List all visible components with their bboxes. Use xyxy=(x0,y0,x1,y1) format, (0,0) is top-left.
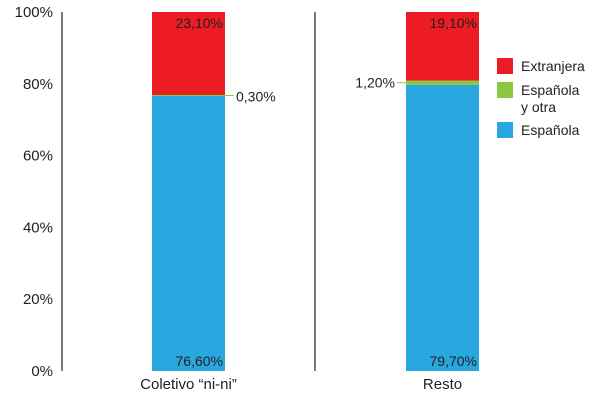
y-tick-label: 20% xyxy=(23,291,53,308)
data-label: 19,10% xyxy=(430,15,477,31)
y-tick-label: 40% xyxy=(23,219,53,236)
data-label: 1,20% xyxy=(355,75,395,91)
y-tick-label: 0% xyxy=(31,363,53,380)
data-label: 23,10% xyxy=(176,15,223,31)
bars xyxy=(152,12,479,372)
legend-swatch xyxy=(497,122,513,138)
category-labels: Coletivo “ni-ni” Resto xyxy=(140,376,462,393)
legend-label: y otra xyxy=(521,99,556,115)
bar-segment xyxy=(406,84,479,371)
data-label: 76,60% xyxy=(176,353,223,369)
y-tick-label: 100% xyxy=(15,4,53,21)
bar-segment xyxy=(406,80,479,85)
y-tick-label: 60% xyxy=(23,148,53,165)
legend-label: Española xyxy=(521,82,580,98)
bar-segment xyxy=(152,12,225,95)
legend-swatch xyxy=(497,82,513,98)
legend-label: Española xyxy=(521,122,580,138)
legend-label: Extranjera xyxy=(521,58,585,74)
data-label: 79,70% xyxy=(430,353,477,369)
bar-segment xyxy=(152,94,225,97)
data-labels: 76,60% 23,10% 0,30% 79,70% 19,10% 1,20% xyxy=(176,15,477,369)
category-label: Resto xyxy=(423,376,462,393)
y-axis: 0% 20% 40% 60% 80% 100% xyxy=(15,4,316,380)
data-label: 0,30% xyxy=(236,88,276,104)
bar-segment xyxy=(406,12,479,81)
legend-swatch xyxy=(497,58,513,74)
y-tick-label: 80% xyxy=(23,76,53,93)
category-label: Coletivo “ni-ni” xyxy=(140,376,237,393)
bar-segment xyxy=(152,96,225,372)
